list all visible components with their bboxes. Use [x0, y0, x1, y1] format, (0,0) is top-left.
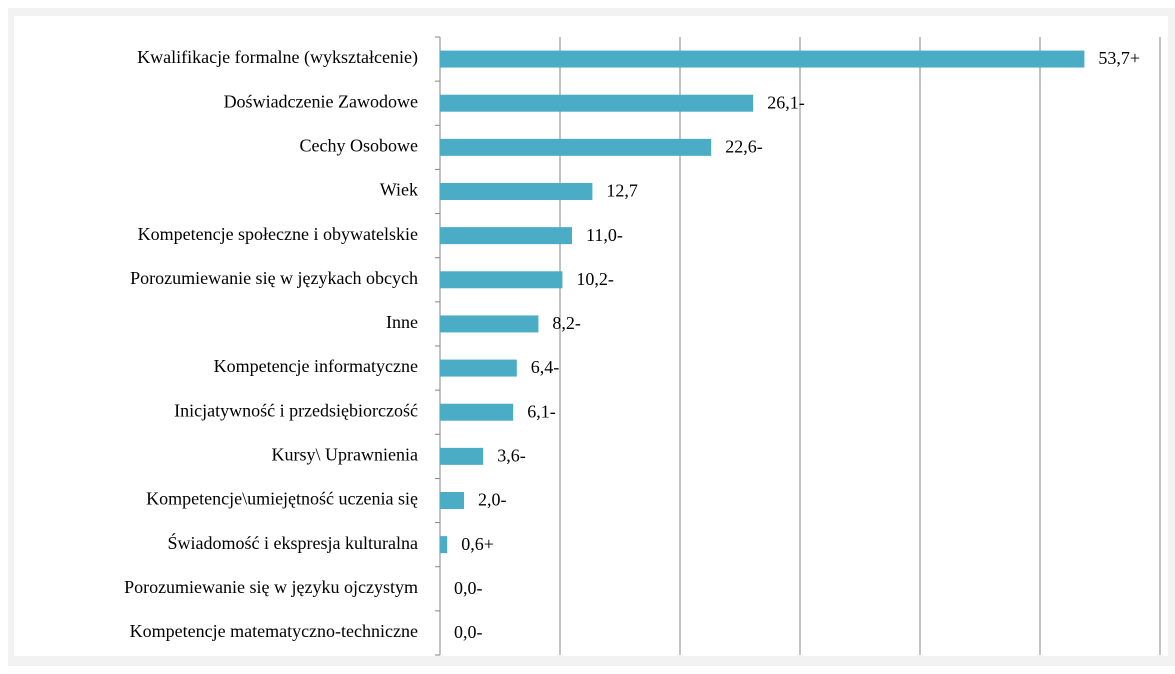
data-label: 11,0-	[586, 225, 623, 245]
y-tick-label: Kompetencje matematyczno-techniczne	[130, 621, 418, 641]
y-tick-label: Kompetencje informatyczne	[214, 356, 418, 376]
y-tick-label: Doświadczenie Zawodowe	[224, 91, 418, 111]
y-tick-label: Kwalifikacje formalne (wykształcenie)	[137, 47, 418, 68]
data-label: 26,1-	[767, 92, 805, 112]
y-tick-label: Wiek	[380, 180, 418, 200]
bar	[440, 447, 484, 465]
y-tick-label: Inicjatywność i przedsiębiorczość	[174, 400, 418, 420]
bar	[440, 94, 754, 112]
data-label: 22,6-	[725, 136, 763, 156]
data-label: 0,0-	[454, 578, 483, 598]
bar	[440, 227, 572, 245]
data-label: 53,7+	[1098, 48, 1140, 68]
y-tick-label: Kompetencje społeczne i obywatelskie	[138, 224, 418, 244]
bar	[440, 138, 712, 156]
y-tick-label: Porozumiewanie się w językach obcych	[130, 268, 418, 288]
bar	[440, 492, 464, 509]
data-label: 0,0-	[454, 622, 483, 642]
data-label: 0,6+	[461, 534, 494, 554]
plot-background	[14, 16, 1168, 656]
bar	[440, 271, 563, 289]
bar	[440, 536, 448, 554]
bar	[440, 359, 517, 377]
data-label: 10,2-	[576, 269, 614, 289]
y-tick-label: Świadomość i ekspresja kulturalna	[168, 532, 418, 553]
data-label: 12,7	[606, 181, 638, 201]
data-label: 3,6-	[497, 445, 526, 465]
data-label: 8,2-	[552, 313, 581, 333]
bar	[440, 315, 539, 333]
y-tick-label: Kursy\ Uprawnienia	[272, 444, 418, 464]
y-tick-label: Inne	[386, 312, 418, 332]
bar	[440, 403, 514, 421]
data-label: 2,0-	[478, 490, 507, 510]
data-label: 6,1-	[527, 401, 556, 421]
bar	[440, 183, 593, 200]
y-tick-label: Porozumiewanie się w języku ojczystym	[124, 577, 418, 597]
y-tick-label: Kompetencje\umiejętność uczenia się	[146, 489, 418, 509]
bar	[440, 50, 1085, 68]
data-label: 6,4-	[531, 357, 560, 377]
y-tick-label: Cechy Osobowe	[300, 135, 418, 155]
